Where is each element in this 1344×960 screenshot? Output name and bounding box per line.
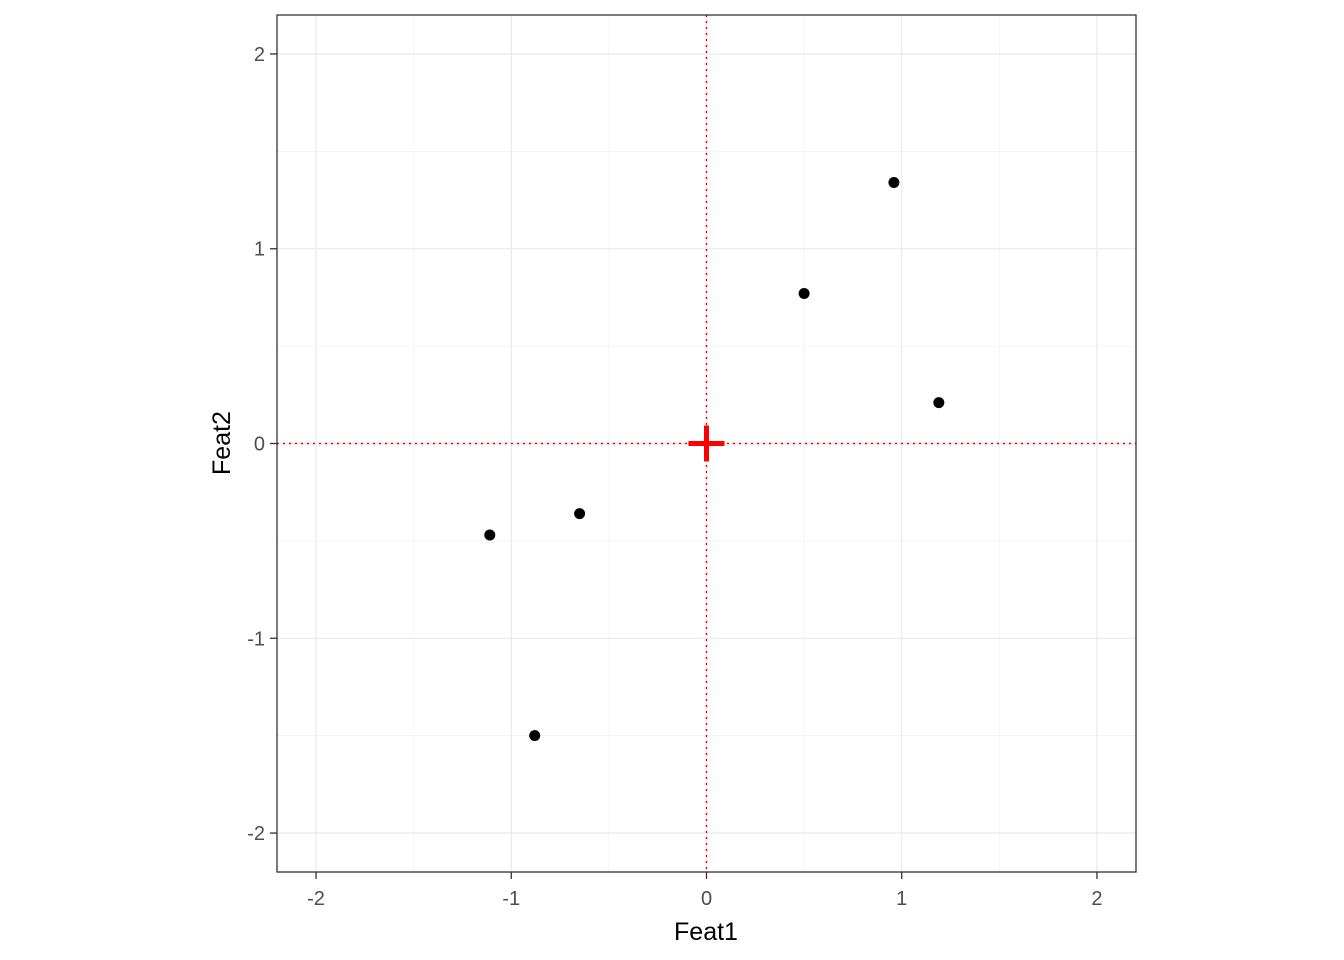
x-tick-label: 2 bbox=[1091, 888, 1102, 910]
data-points bbox=[484, 177, 945, 742]
x-axis-ticks: -2 -1 0 1 2 bbox=[307, 872, 1103, 910]
data-point bbox=[888, 177, 900, 189]
center-marker bbox=[688, 425, 725, 462]
y-axis-ticks: -2 -1 0 1 2 bbox=[247, 44, 277, 845]
data-point bbox=[529, 730, 541, 742]
y-tick-label: 2 bbox=[254, 44, 265, 66]
data-point bbox=[574, 508, 586, 520]
y-axis-title: Feat2 bbox=[208, 411, 236, 475]
x-tick-label: 1 bbox=[896, 888, 907, 910]
reference-lines bbox=[277, 15, 1136, 872]
x-axis-title: Feat1 bbox=[674, 918, 738, 946]
y-tick-label: -2 bbox=[247, 823, 265, 845]
x-tick-label: -1 bbox=[502, 888, 520, 910]
data-point bbox=[933, 397, 945, 409]
x-tick-label: -2 bbox=[307, 888, 325, 910]
data-point bbox=[484, 529, 496, 541]
y-tick-label: -1 bbox=[247, 628, 265, 650]
y-tick-label: 0 bbox=[254, 434, 265, 456]
x-tick-label: 0 bbox=[701, 888, 712, 910]
data-point bbox=[798, 288, 810, 300]
y-tick-label: 1 bbox=[254, 239, 265, 261]
